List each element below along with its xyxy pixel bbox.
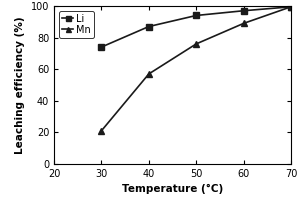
Mn [242,22,245,25]
Mn [100,130,103,132]
Li [194,14,198,17]
Line: Mn: Mn [99,4,294,134]
Li [242,10,245,12]
Line: Li: Li [99,4,294,50]
Li [147,25,151,28]
Mn [194,43,198,45]
Y-axis label: Leaching efficiency (%): Leaching efficiency (%) [15,16,25,154]
X-axis label: Temperature (°C): Temperature (°C) [122,184,223,194]
Mn [289,6,293,8]
Li [100,46,103,48]
Li [289,6,293,8]
Legend: Li, Mn: Li, Mn [59,11,94,38]
Mn [147,73,151,75]
